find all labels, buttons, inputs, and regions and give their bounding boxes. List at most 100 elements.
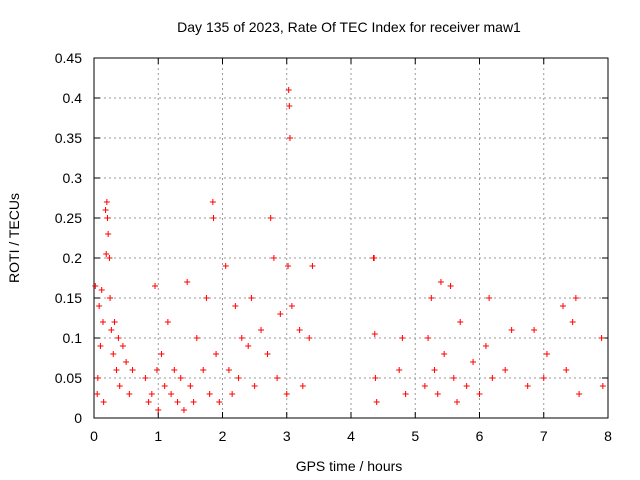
- data-point: [206, 391, 213, 397]
- data-point: [463, 383, 470, 389]
- data-point: [421, 383, 428, 389]
- data-point: [129, 367, 136, 373]
- data-point: [229, 391, 236, 397]
- data-point: [372, 375, 379, 381]
- data-point: [99, 319, 106, 325]
- data-point: [100, 399, 107, 405]
- data-point: [277, 311, 284, 317]
- x-tick-label: 1: [154, 428, 162, 444]
- x-tick-label: 6: [476, 428, 484, 444]
- data-point: [174, 399, 181, 405]
- data-point: [286, 135, 293, 141]
- data-point: [425, 335, 432, 341]
- data-point: [148, 391, 155, 397]
- data-point: [94, 375, 101, 381]
- data-point: [371, 255, 378, 261]
- data-point: [288, 303, 295, 309]
- chart-title: Day 135 of 2023, Rate Of TEC Index for r…: [177, 19, 521, 35]
- y-tick-label: 0.35: [55, 130, 82, 146]
- data-point: [251, 383, 258, 389]
- data-point: [111, 319, 118, 325]
- x-tick-label: 8: [604, 428, 612, 444]
- data-point: [508, 327, 515, 333]
- data-point: [171, 367, 178, 373]
- data-point: [203, 295, 210, 301]
- data-point: [193, 335, 200, 341]
- data-point: [177, 375, 184, 381]
- data-point: [97, 343, 104, 349]
- data-point: [98, 287, 105, 293]
- data-point: [225, 367, 232, 373]
- data-point: [116, 383, 123, 389]
- data-point: [92, 283, 99, 289]
- data-point: [161, 383, 168, 389]
- data-points: [92, 87, 606, 413]
- y-tick-label: 0.25: [55, 210, 82, 226]
- y-tick-label: 0.45: [55, 50, 82, 66]
- data-point: [190, 399, 197, 405]
- data-point: [103, 199, 110, 205]
- data-point: [103, 251, 110, 257]
- data-point: [402, 391, 409, 397]
- data-point: [119, 343, 126, 349]
- data-point: [437, 279, 444, 285]
- data-point: [187, 383, 194, 389]
- data-point: [309, 263, 316, 269]
- data-point: [457, 319, 464, 325]
- data-point: [285, 87, 292, 93]
- x-tick-label: 4: [347, 428, 355, 444]
- data-point: [441, 351, 448, 357]
- x-tick-label: 0: [90, 428, 98, 444]
- y-tick-label: 0: [74, 410, 82, 426]
- y-tick-label: 0.3: [63, 170, 83, 186]
- data-point: [213, 351, 220, 357]
- data-point: [543, 351, 550, 357]
- data-point: [94, 391, 101, 397]
- data-point: [454, 399, 461, 405]
- data-point: [531, 327, 538, 333]
- data-point: [184, 279, 191, 285]
- data-point: [450, 375, 457, 381]
- data-point: [447, 283, 454, 289]
- data-point: [399, 335, 406, 341]
- data-point: [142, 375, 149, 381]
- grid-lines: [94, 58, 608, 418]
- data-point: [126, 391, 133, 397]
- data-point: [286, 103, 293, 109]
- data-point: [524, 383, 531, 389]
- y-tick-label: 0.4: [63, 90, 83, 106]
- data-point: [108, 327, 115, 333]
- data-point: [180, 407, 187, 413]
- data-point: [431, 367, 438, 373]
- x-tick-label: 7: [540, 428, 548, 444]
- axis-ticks: 0 1 2 3 4 5 6 7 8 0 0.05 0.1 0.15 0.2 0.25 0.3 0.35 0.4 0.…: [55, 50, 612, 444]
- data-point: [502, 367, 509, 373]
- data-point: [270, 255, 277, 261]
- data-point: [434, 391, 441, 397]
- x-tick-label: 3: [283, 428, 291, 444]
- data-point: [396, 367, 403, 373]
- data-point: [96, 303, 103, 309]
- data-point: [428, 295, 435, 301]
- data-point: [476, 391, 483, 397]
- data-point: [110, 351, 117, 357]
- data-point: [245, 343, 252, 349]
- data-point: [563, 367, 570, 373]
- y-tick-label: 0.2: [63, 250, 83, 266]
- data-point: [152, 283, 159, 289]
- data-point: [371, 331, 378, 337]
- data-point: [104, 215, 111, 221]
- data-point: [107, 295, 114, 301]
- data-point: [248, 295, 255, 301]
- data-point: [540, 375, 547, 381]
- data-point: [306, 335, 313, 341]
- x-tick-label: 5: [411, 428, 419, 444]
- data-point: [145, 399, 152, 405]
- data-point: [168, 391, 175, 397]
- x-tick-label: 2: [219, 428, 227, 444]
- data-point: [482, 343, 489, 349]
- y-tick-label: 0.1: [63, 330, 83, 346]
- data-point: [222, 263, 229, 269]
- data-point: [155, 407, 162, 413]
